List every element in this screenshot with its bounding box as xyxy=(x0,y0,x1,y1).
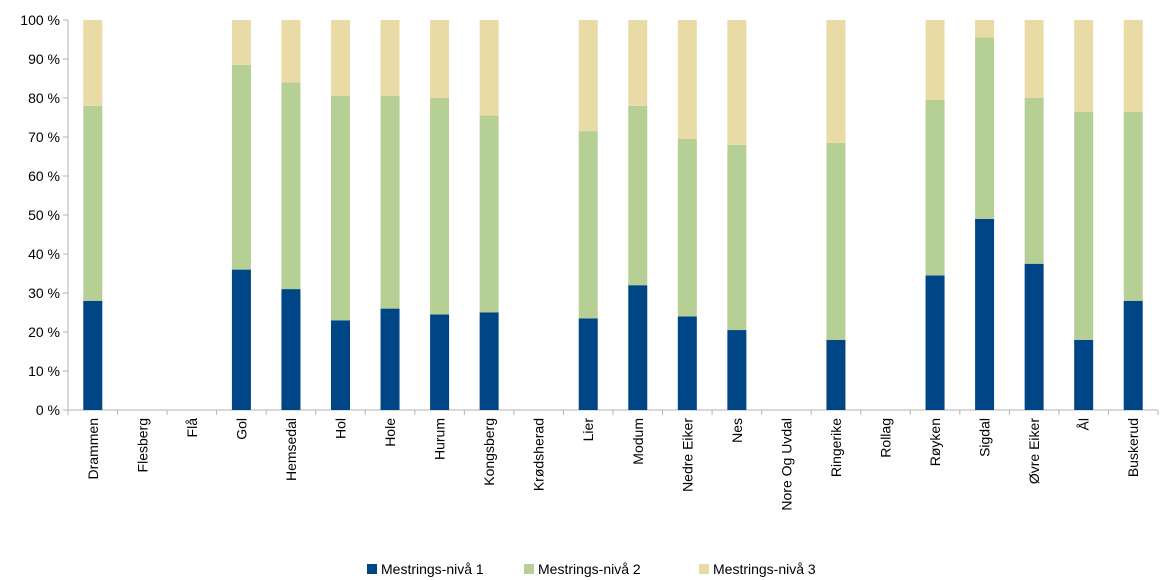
bar-segment-level-3 xyxy=(628,20,648,106)
bar-segment-level-1 xyxy=(479,312,499,410)
bar-segment-level-2 xyxy=(380,96,400,309)
bar-segment-level-3 xyxy=(1123,20,1143,112)
bar-segment-level-2 xyxy=(578,131,598,319)
bar-segment-level-2 xyxy=(281,82,301,290)
x-category-label: Gol xyxy=(233,418,249,440)
x-category-label: Kongsberg xyxy=(481,418,497,486)
x-category-label: Hurum xyxy=(432,418,448,460)
x-category-label: Drammen xyxy=(85,418,101,479)
legend-swatch xyxy=(524,564,534,574)
y-tick-label: 30 % xyxy=(28,285,60,301)
x-category-label: Nes xyxy=(729,418,745,443)
bar-segment-level-1 xyxy=(1123,300,1143,410)
bar-segment-level-3 xyxy=(1074,20,1094,112)
bar-segment-level-2 xyxy=(1024,98,1044,264)
bar-segment-level-2 xyxy=(231,64,251,270)
x-category-label: Hole xyxy=(382,418,398,447)
y-tick-labels: 0 % 10 % 20 % 30 % 40 % 50 % 60 % 70 % 80 % 90 % 1… xyxy=(20,12,60,418)
y-tick-label: 80 % xyxy=(28,90,60,106)
bar-segment-level-2 xyxy=(1123,111,1143,301)
x-category-labels: Drammen Flesberg Flå Gol Hemsedal Hol Hole Huru… xyxy=(85,418,1141,511)
bar-segment-level-3 xyxy=(1024,20,1044,98)
bar-segment-level-3 xyxy=(578,20,598,132)
x-category-label: Hemsedal xyxy=(283,418,299,481)
y-tick-label: 90 % xyxy=(28,51,60,67)
legend: Mestrings-nivå 1 Mestrings-nivå 2 Mestring… xyxy=(367,561,816,577)
bar-segment-level-1 xyxy=(380,308,400,410)
legend-swatch xyxy=(699,564,709,574)
bar-segment-level-3 xyxy=(331,20,350,97)
legend-label: Mestrings-nivå 3 xyxy=(713,561,816,577)
x-category-label: Buskerud xyxy=(1125,418,1141,477)
legend-label: Mestrings-nivå 2 xyxy=(538,561,641,577)
bar-segment-level-1 xyxy=(331,320,350,410)
bar-segment-level-1 xyxy=(83,300,103,410)
bar-segment-level-2 xyxy=(975,37,995,219)
y-tick-label: 70 % xyxy=(28,129,60,145)
bar-segment-level-1 xyxy=(281,289,301,410)
bar-segment-level-1 xyxy=(677,316,697,410)
bars xyxy=(83,20,1143,410)
y-tick-label: 20 % xyxy=(28,324,60,340)
x-category-label: Modum xyxy=(630,418,646,465)
bar-segment-level-2 xyxy=(83,105,103,301)
bar-segment-level-3 xyxy=(231,20,251,65)
bar-segment-level-1 xyxy=(578,318,598,410)
y-tick-label: 40 % xyxy=(28,246,60,262)
bar-segment-level-3 xyxy=(83,20,103,106)
bar-segment-level-2 xyxy=(628,105,648,286)
y-tick-label: 60 % xyxy=(28,168,60,184)
bar-segment-level-1 xyxy=(1024,263,1044,410)
bar-segment-level-3 xyxy=(925,20,945,100)
bar-segment-level-3 xyxy=(479,20,499,116)
legend-swatch xyxy=(367,564,377,574)
bar-segment-level-3 xyxy=(430,20,450,98)
bar-segment-level-3 xyxy=(727,20,747,145)
y-tick-label: 0 % xyxy=(36,402,60,418)
bar-segment-level-1 xyxy=(826,339,846,410)
x-category-label: Flesberg xyxy=(134,418,150,472)
bar-segment-level-2 xyxy=(430,98,450,315)
bar-segment-level-3 xyxy=(677,20,697,139)
bar-segment-level-1 xyxy=(628,285,648,410)
bar-segment-level-1 xyxy=(975,218,995,410)
bar-segment-level-3 xyxy=(380,20,400,97)
bar-segment-level-2 xyxy=(925,99,945,276)
bar-segment-level-1 xyxy=(231,269,251,410)
bar-segment-level-2 xyxy=(727,144,747,331)
bar-segment-level-3 xyxy=(826,20,846,143)
x-category-label: Sigdal xyxy=(977,418,993,457)
bar-segment-level-1 xyxy=(1074,339,1094,410)
x-category-label: Ål xyxy=(1076,418,1092,430)
bar-segment-level-2 xyxy=(479,115,499,313)
y-tick-label: 10 % xyxy=(28,363,60,379)
x-category-label: Øvre Eiker xyxy=(1026,418,1042,484)
x-category-label: Nedre Eiker xyxy=(679,418,695,492)
bar-segment-level-1 xyxy=(430,314,450,410)
x-category-label: Rollag xyxy=(878,418,894,458)
bar-segment-level-2 xyxy=(331,96,350,321)
legend-label: Mestrings-nivå 1 xyxy=(381,561,484,577)
x-category-label: Krødsherad xyxy=(531,418,547,491)
bar-segment-level-1 xyxy=(925,275,945,410)
bar-segment-level-2 xyxy=(1074,111,1094,340)
x-category-label: Hol xyxy=(333,418,349,439)
y-tick-label: 100 % xyxy=(20,12,60,28)
x-category-label: Flå xyxy=(184,418,200,438)
x-category-label: Lier xyxy=(580,418,596,442)
x-category-label: Ringerike xyxy=(828,418,844,477)
x-category-label: Nore Og Uvdal xyxy=(778,418,794,511)
x-category-label: Røyken xyxy=(927,418,943,466)
bar-segment-level-1 xyxy=(727,330,747,410)
bar-segment-level-2 xyxy=(826,142,846,340)
bar-segment-level-3 xyxy=(281,20,301,83)
y-tick-label: 50 % xyxy=(28,207,60,223)
bar-segment-level-3 xyxy=(975,20,995,38)
bar-segment-level-2 xyxy=(677,138,697,317)
